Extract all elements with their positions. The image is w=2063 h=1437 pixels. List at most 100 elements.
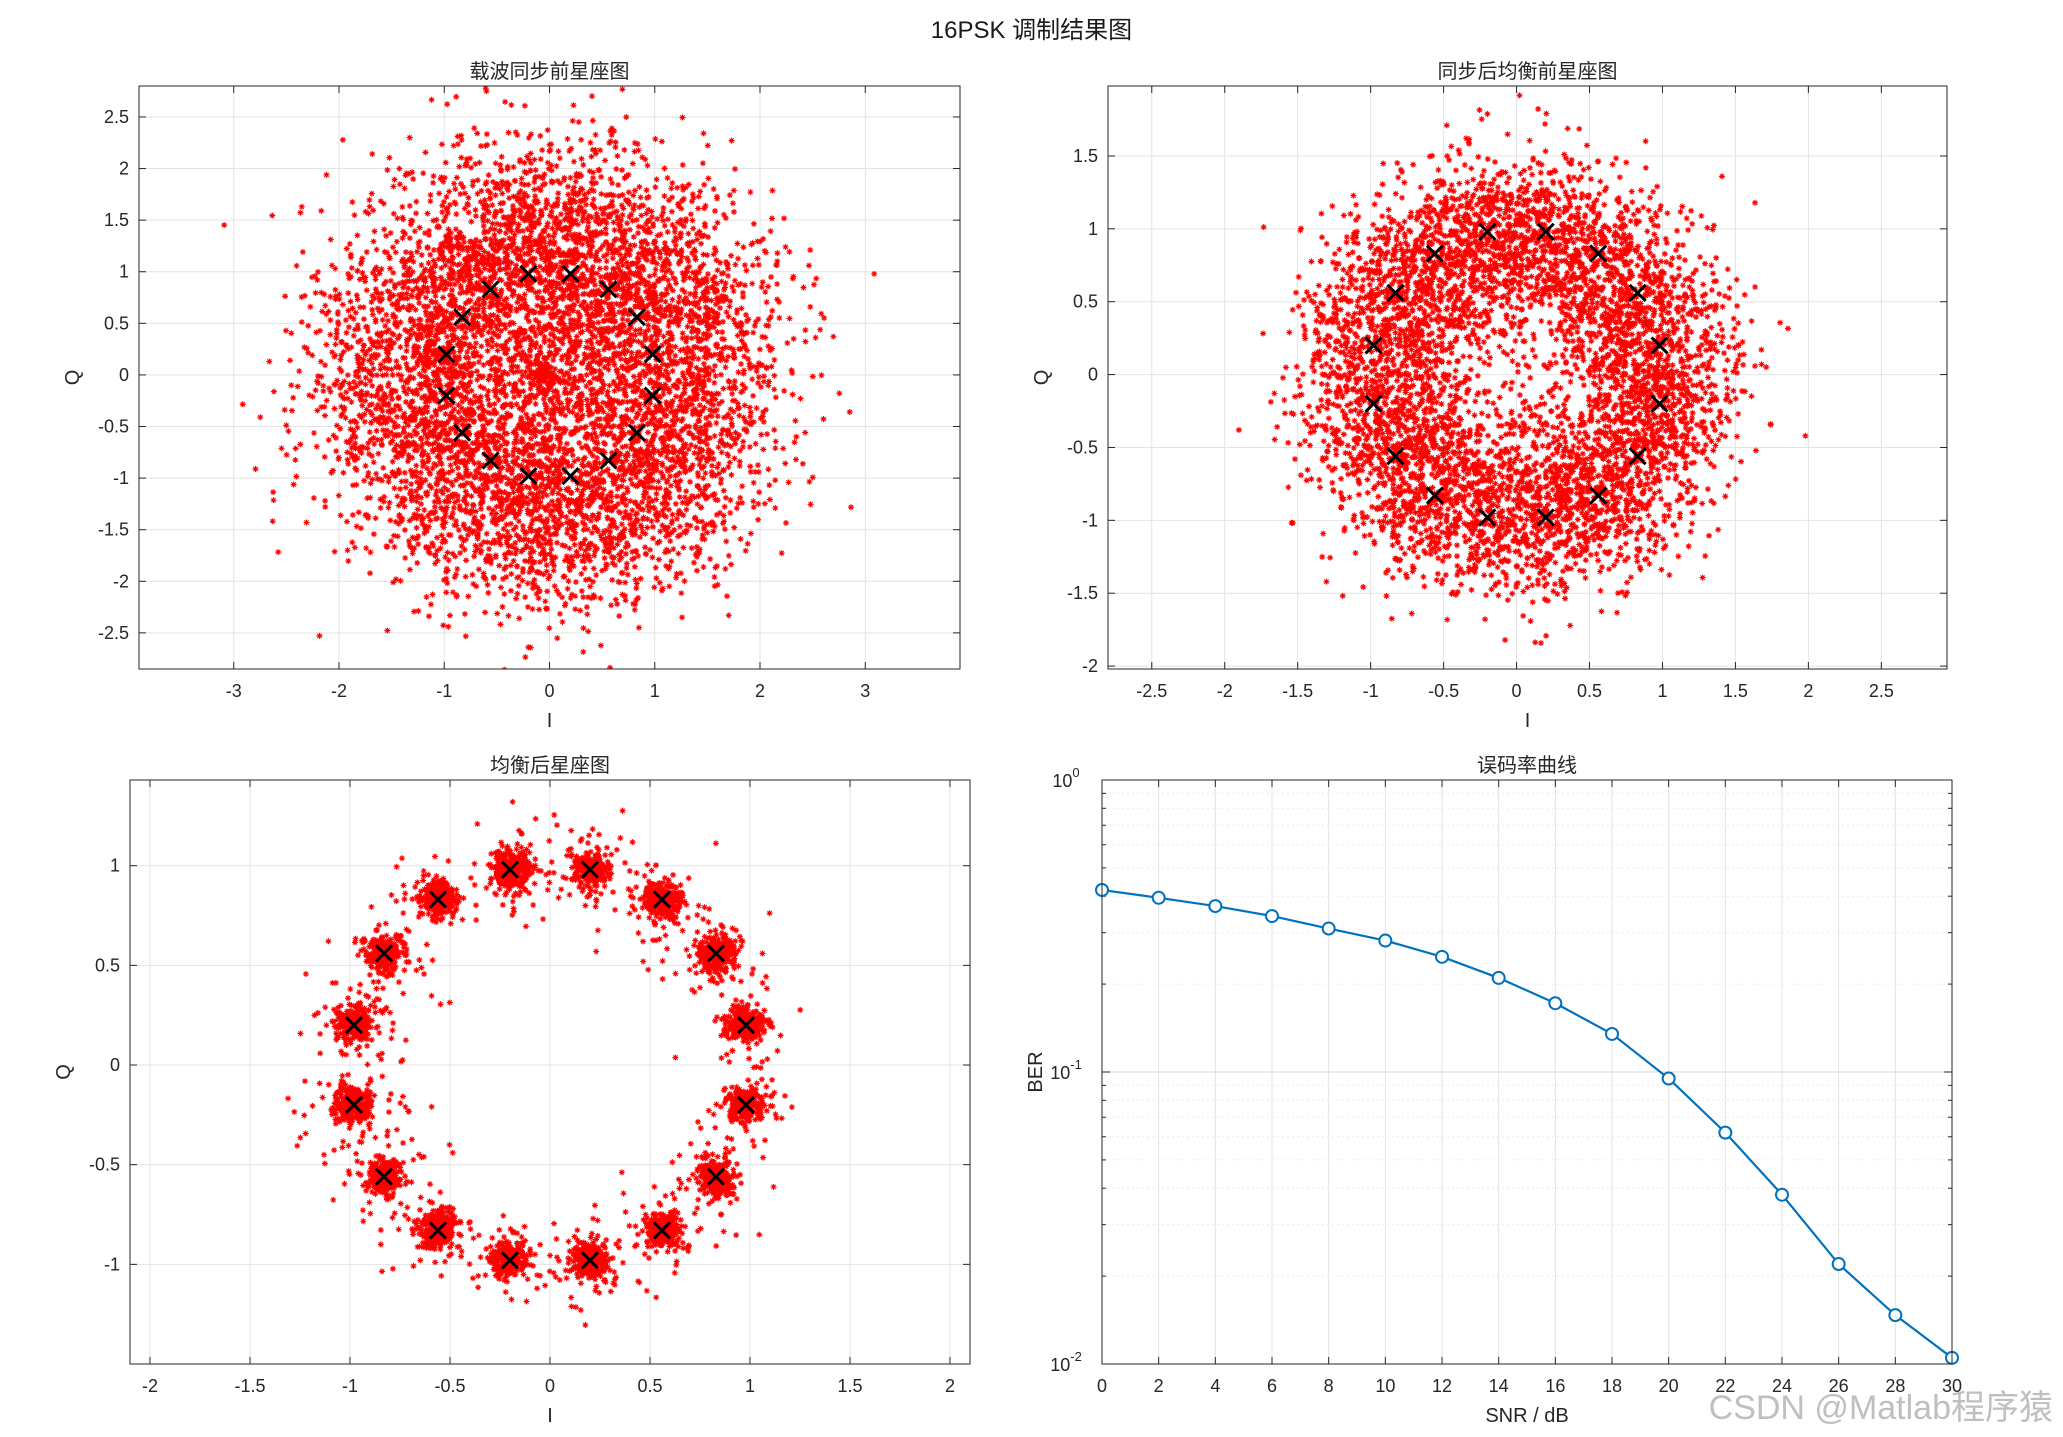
x-axis-label: I [547, 1405, 553, 1427]
ideal-point-marker [1536, 508, 1555, 527]
ideal-point-marker [437, 386, 456, 405]
subplot-title: 均衡后星座图 [490, 754, 610, 777]
ideal-point-marker [561, 466, 580, 486]
ber-point [1265, 909, 1279, 924]
ber-point [1321, 921, 1336, 936]
y-tick-label: 0 [119, 365, 129, 385]
x-tick-label: -1.5 [234, 1376, 265, 1396]
ideal-point-marker [428, 1221, 448, 1240]
ber-point [1491, 970, 1506, 985]
received-symbols [1235, 92, 1809, 646]
ideal-point-marker [344, 1016, 364, 1035]
ideal-point-marker [706, 944, 726, 963]
ber-point [1888, 1308, 1903, 1323]
x-tick-label: 12 [1432, 1376, 1452, 1396]
x-axis-label: I [1525, 710, 1531, 732]
y-tick-label: -1 [1082, 510, 1098, 530]
ideal-point-marker [643, 386, 662, 405]
y-tick-label: 2.5 [104, 107, 129, 127]
ber-point [1775, 1187, 1789, 1202]
ideal-point-marker [428, 890, 448, 909]
ideal-point-marker [519, 264, 538, 283]
ideal-point-marker [437, 345, 456, 364]
subplot-4: 0 2 4 6 8 10 12 14 16 18 20 22 24 26 28 3010010-110-2误码… [1025, 754, 1962, 1427]
ideal-point-marker [736, 1016, 756, 1035]
x-tick-label: 1.5 [1723, 681, 1748, 701]
ideal-point-marker [643, 345, 662, 364]
ideal-point-marker [561, 264, 580, 283]
ideal-point-marker [1650, 336, 1669, 355]
subplot-3: -2 -1.5 -1 -0.5 0 0.5 1 1.5 2 -1 -0.5 0 0.5 1 均衡后星座图 I Q [53, 754, 971, 1427]
ideal-point-marker [652, 1221, 672, 1240]
x-tick-label: -2.5 [1136, 681, 1167, 701]
ideal-point-marker [1628, 283, 1647, 303]
y-tick-label: 1 [1088, 219, 1098, 239]
ideal-point-marker [481, 451, 500, 470]
y-axis-label: Q [53, 1064, 75, 1080]
ideal-point-marker [1628, 447, 1647, 466]
ideal-point-marker [736, 1095, 756, 1114]
x-tick-label: 0.5 [637, 1376, 662, 1396]
x-tick-label: -3 [226, 681, 242, 701]
x-tick-label: 2 [755, 681, 765, 701]
x-tick-label: 0.5 [1577, 681, 1602, 701]
x-tick-label: 1 [745, 1376, 755, 1396]
ideal-point-marker [519, 466, 538, 486]
ideal-point-marker [627, 308, 646, 327]
y-tick-label: 100 [1052, 765, 1079, 791]
ideal-point-marker [1589, 486, 1608, 505]
x-tick-label: -1 [1363, 681, 1379, 701]
ideal-point-marker [706, 1167, 726, 1186]
y-axis-label: Q [1031, 370, 1053, 386]
ideal-point-marker [1478, 222, 1497, 241]
x-tick-label: 2 [1803, 681, 1813, 701]
ideal-point-marker [1536, 222, 1555, 241]
x-tick-label: 3 [860, 681, 870, 701]
x-tick-label: -2 [331, 681, 347, 701]
ideal-point-marker [652, 890, 672, 909]
ideal-point-marker [344, 1095, 364, 1114]
subplot-2: -2.5 -2 -1.5 -1 -0.5 0 0.5 1 1.5 2 2.5 -2 -1.5 -1 -0.5… [1031, 60, 1948, 732]
x-tick-label: 0 [544, 681, 554, 701]
x-tick-label: 6 [1267, 1376, 1277, 1396]
y-tick-label: -0.5 [1067, 437, 1098, 457]
x-tick-label: 1 [1657, 681, 1667, 701]
ideal-point-marker [500, 860, 520, 879]
x-tick-label: 20 [1659, 1376, 1679, 1396]
ideal-point-marker [599, 280, 618, 299]
x-tick-label: 1 [650, 681, 660, 701]
x-tick-label: 0 [1512, 681, 1522, 701]
y-tick-label: -2.5 [98, 623, 129, 643]
ber-point [1605, 1026, 1619, 1041]
y-tick-label: 0.5 [104, 313, 129, 333]
ber-point [1208, 899, 1223, 914]
x-tick-label: 10 [1375, 1376, 1395, 1396]
received-symbols [221, 86, 878, 669]
ideal-point-marker [627, 423, 646, 442]
x-tick-label: -1 [342, 1376, 358, 1396]
ideal-point-marker [1425, 244, 1444, 263]
y-tick-label: -0.5 [98, 417, 129, 437]
x-axis-label: SNR / dB [1485, 1405, 1568, 1427]
x-tick-label: 14 [1489, 1376, 1509, 1396]
y-tick-label: 10-1 [1050, 1057, 1082, 1083]
y-tick-label: 0.5 [1073, 292, 1098, 312]
y-tick-label: 1 [110, 856, 120, 876]
watermark: CSDN @Matlab程序猿 [1708, 1389, 2053, 1427]
x-tick-label: -2 [1217, 681, 1233, 701]
subplot-title: 载波同步前星座图 [470, 60, 630, 83]
ber-point [1548, 996, 1563, 1011]
ber-point [1435, 949, 1449, 964]
ideal-point-marker [599, 451, 618, 470]
x-tick-label: -0.5 [434, 1376, 465, 1396]
x-tick-label: 0 [545, 1376, 555, 1396]
ideal-point-marker [1425, 486, 1444, 505]
x-tick-label: 2 [1154, 1376, 1164, 1396]
x-tick-label: 16 [1545, 1376, 1565, 1396]
ber-point [1151, 890, 1166, 905]
y-tick-label: 0.5 [95, 955, 120, 975]
ber-point [1378, 933, 1393, 948]
y-tick-label: -1.5 [98, 520, 129, 540]
x-tick-label: 4 [1210, 1376, 1220, 1396]
y-tick-label: 1.5 [1073, 146, 1098, 166]
